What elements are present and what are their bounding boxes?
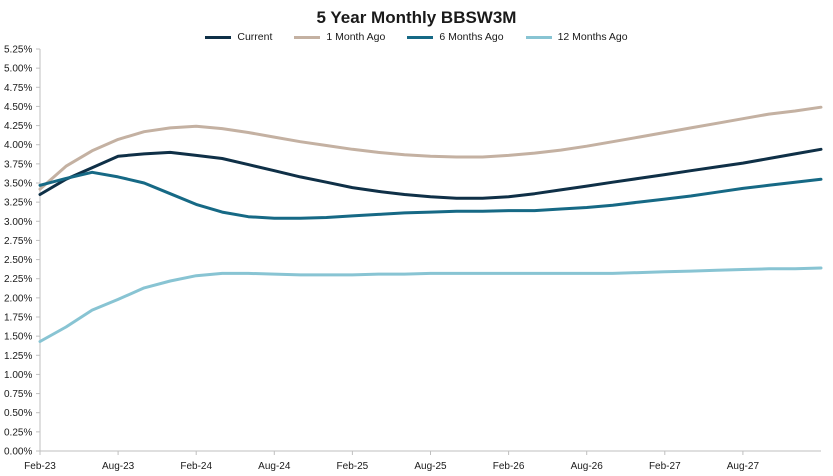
x-tick-label: Aug-26 bbox=[571, 461, 604, 472]
x-tick-label: Feb-25 bbox=[337, 461, 369, 472]
legend-swatch bbox=[407, 35, 434, 39]
y-tick-label: 0.25% bbox=[4, 427, 32, 438]
x-tick-label: Aug-27 bbox=[727, 461, 760, 472]
legend-label: 1 Month Ago bbox=[326, 31, 386, 43]
legend-label: 6 Months Ago bbox=[439, 31, 504, 43]
legend-swatch bbox=[205, 35, 232, 39]
y-tick-label: 4.00% bbox=[4, 140, 32, 151]
y-tick-label: 5.00% bbox=[4, 64, 32, 75]
legend-swatch bbox=[294, 35, 321, 39]
y-tick-label: 4.75% bbox=[4, 83, 32, 94]
y-tick-label: 2.75% bbox=[4, 236, 32, 247]
y-tick-label: 3.50% bbox=[4, 179, 32, 190]
y-tick-label: 1.00% bbox=[4, 370, 32, 381]
series-line-current bbox=[38, 147, 823, 200]
x-tick-label: Aug-25 bbox=[414, 461, 447, 472]
y-tick-label: 1.25% bbox=[4, 351, 32, 362]
x-tick-label: Feb-23 bbox=[24, 461, 56, 472]
series-line-1-month-ago bbox=[38, 105, 823, 191]
legend-item: Current bbox=[205, 31, 272, 43]
legend-item: 1 Month Ago bbox=[294, 31, 385, 43]
chart-title: 5 Year Monthly BBSW3M bbox=[316, 8, 517, 27]
y-tick-label: 4.50% bbox=[4, 102, 32, 113]
x-tick-label: Feb-24 bbox=[180, 461, 212, 472]
legend-item: 6 Months Ago bbox=[407, 31, 504, 43]
y-tick-label: 1.75% bbox=[4, 313, 32, 324]
y-tick-label: 4.25% bbox=[4, 121, 32, 132]
y-tick-label: 3.75% bbox=[4, 159, 32, 170]
y-tick-label: 2.25% bbox=[4, 274, 32, 285]
x-tick-label: Aug-23 bbox=[102, 461, 135, 472]
y-tick-label: 3.00% bbox=[4, 217, 32, 228]
y-tick-label: 2.50% bbox=[4, 255, 32, 266]
y-tick-label: 0.50% bbox=[4, 408, 32, 419]
legend-label: Current bbox=[237, 31, 273, 43]
y-tick-label: 5.25% bbox=[4, 45, 32, 56]
legend: Current 1 Month Ago 6 Months Ago 12 Months … bbox=[0, 31, 833, 43]
y-tick-label: 3.25% bbox=[4, 198, 32, 209]
legend-swatch bbox=[525, 35, 552, 39]
legend-label: 12 Months Ago bbox=[557, 31, 628, 43]
y-tick-label: 0.75% bbox=[4, 389, 32, 400]
y-tick-label: 1.50% bbox=[4, 332, 32, 343]
legend-item: 12 Months Ago bbox=[525, 31, 628, 43]
y-tick-label: 0.00% bbox=[4, 447, 32, 458]
x-tick-label: Aug-24 bbox=[258, 461, 291, 472]
x-tick-label: Feb-26 bbox=[493, 461, 525, 472]
series-line-12-months-ago bbox=[38, 266, 823, 343]
x-tick-label: Feb-27 bbox=[649, 461, 681, 472]
y-tick-label: 2.00% bbox=[4, 293, 32, 304]
series-line-6-months-ago bbox=[38, 170, 823, 220]
